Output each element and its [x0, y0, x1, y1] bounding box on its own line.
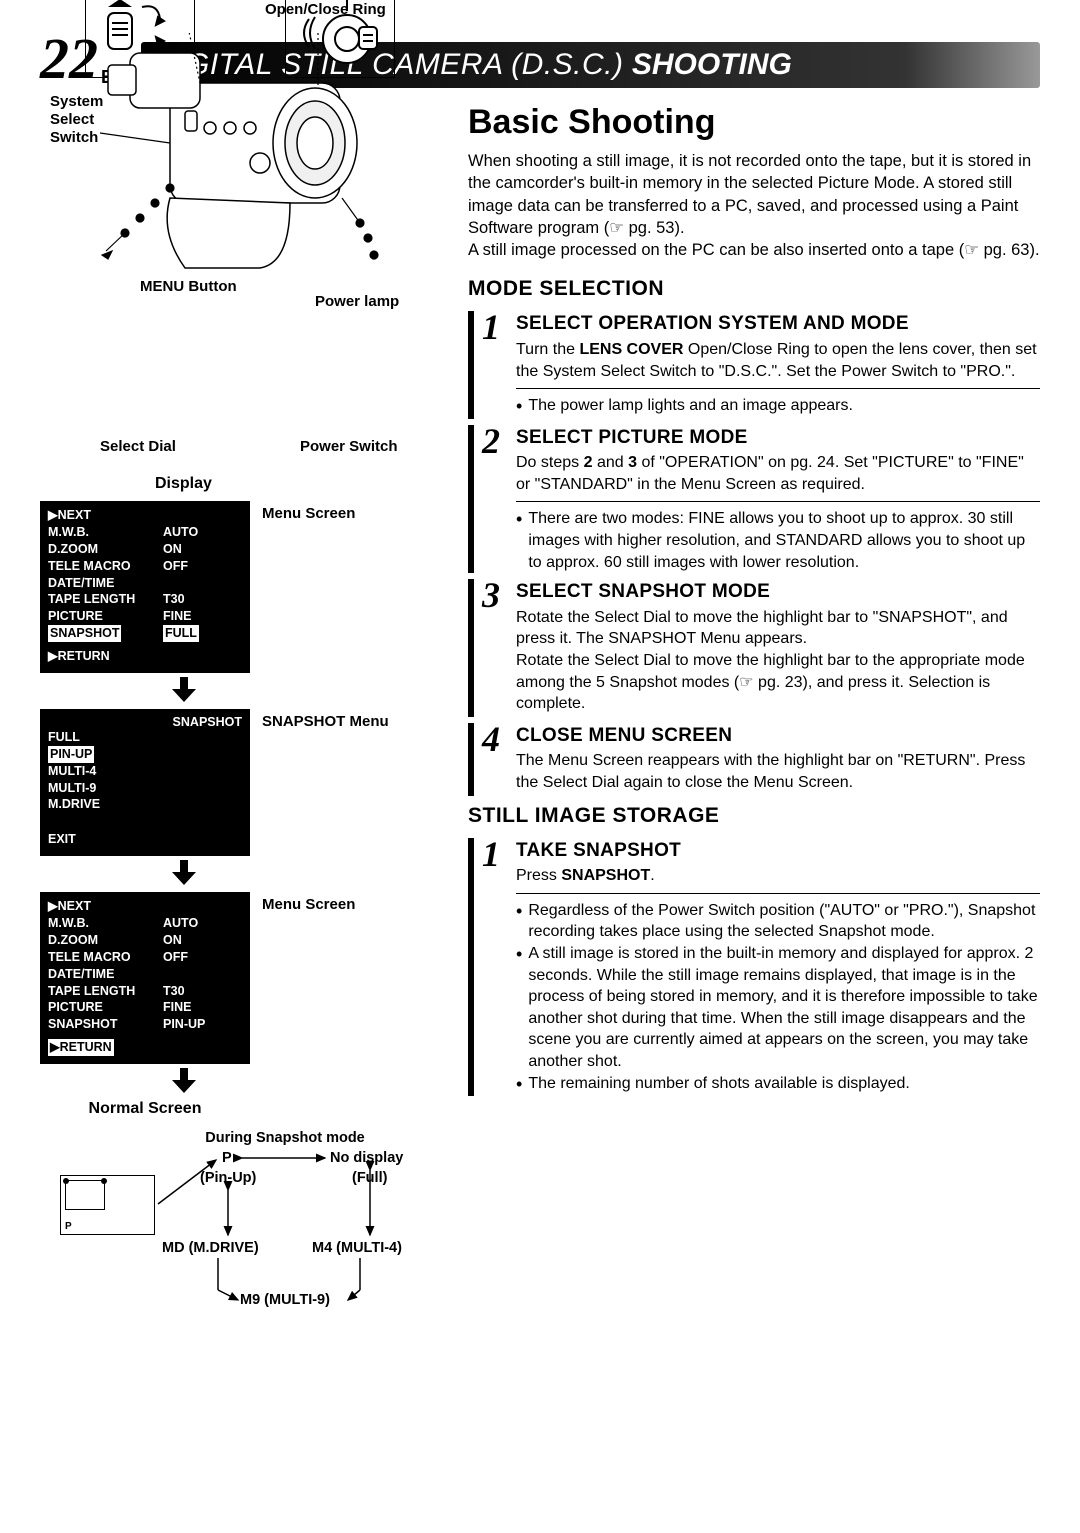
down-arrow-icon — [170, 860, 440, 886]
label-power-switch: Power Switch — [300, 438, 398, 456]
menu-screen-2: ▶NEXTM.W.B.AUTOD.ZOOMONTELE MACROOFFDATE… — [40, 892, 250, 1064]
step: 1 SELECT OPERATION SYSTEM AND MODE Turn … — [468, 311, 1040, 418]
label-lens-cover: LENS COVER Open/Close Ring — [265, 0, 386, 19]
intro-text: When shooting a still image, it is not r… — [468, 150, 1040, 261]
step-number: 1 — [482, 311, 508, 418]
step-bullets: Regardless of the Power Switch position … — [516, 900, 1040, 1096]
step-bullets: There are two modes: FINE allows you to … — [516, 508, 1040, 573]
still-image-storage-heading: STILL IMAGE STORAGE — [468, 804, 1040, 828]
mode-selection-heading: MODE SELECTION — [468, 277, 1040, 301]
camera-illustration — [90, 33, 390, 313]
step-body-text: Turn the LENS COVER Open/Close Ring to o… — [516, 339, 1040, 382]
label-snapshot-button: SNAPSHOT Button — [115, 0, 251, 1]
down-arrow-icon — [170, 677, 440, 703]
step-number: 2 — [482, 425, 508, 574]
snapshot-menu-screen: SNAPSHOTFULLPIN-UPMULTI-4MULTI-9M.DRIVEE… — [40, 709, 250, 856]
step-title: SELECT PICTURE MODE — [516, 425, 1040, 451]
label-display: Display — [155, 475, 440, 493]
cycle-heading: During Snapshot mode — [155, 1130, 415, 1146]
step-title: SELECT SNAPSHOT MODE — [516, 579, 1040, 605]
snapshot-mode-cycle: During Snapshot mode P P No display (Pin… — [50, 1130, 440, 1315]
menu-screen-1: ▶NEXTM.W.B.AUTOD.ZOOMONTELE MACROOFFDATE… — [40, 501, 250, 673]
step-body-text: Do steps 2 and 3 of "OPERATION" on pg. 2… — [516, 452, 1040, 495]
step-number: 4 — [482, 723, 508, 796]
step: 1 TAKE SNAPSHOT Press SNAPSHOT. Regardles… — [468, 838, 1040, 1096]
caption-menu-screen-2: Menu Screen — [262, 896, 355, 913]
caption-snapshot-menu: SNAPSHOT Menu — [262, 713, 389, 730]
section-title: Basic Shooting — [468, 103, 1040, 142]
label-select-dial: Select Dial — [100, 438, 176, 456]
camera-diagram-area: SNAPSHOT Button LENS COVER Open/Close Ri… — [40, 0, 440, 463]
step-body-text: The Menu Screen reappears with the highl… — [516, 750, 1040, 793]
step-bullets: The power lamp lights and an image appea… — [516, 395, 1040, 418]
down-arrow-icon — [170, 1068, 440, 1094]
caption-menu-screen-1: Menu Screen — [262, 505, 355, 522]
step-number: 1 — [482, 838, 508, 1096]
step-title: TAKE SNAPSHOT — [516, 838, 1040, 864]
step: 2 SELECT PICTURE MODE Do steps 2 and 3 o… — [468, 425, 1040, 574]
step-body-text: Rotate the Select Dial to move the highl… — [516, 607, 1040, 715]
step-title: SELECT OPERATION SYSTEM AND MODE — [516, 311, 1040, 337]
step-body-text: Press SNAPSHOT. — [516, 865, 1040, 887]
step-title: CLOSE MENU SCREEN — [516, 723, 1040, 749]
step: 3 SELECT SNAPSHOT MODE Rotate the Select… — [468, 579, 1040, 717]
label-normal-screen: Normal Screen — [40, 1100, 250, 1118]
step-number: 3 — [482, 579, 508, 717]
right-column: Basic Shooting When shooting a still ima… — [468, 103, 1040, 1315]
left-column: SNAPSHOT Button LENS COVER Open/Close Ri… — [40, 103, 440, 1315]
step: 4 CLOSE MENU SCREEN The Menu Screen reap… — [468, 723, 1040, 796]
